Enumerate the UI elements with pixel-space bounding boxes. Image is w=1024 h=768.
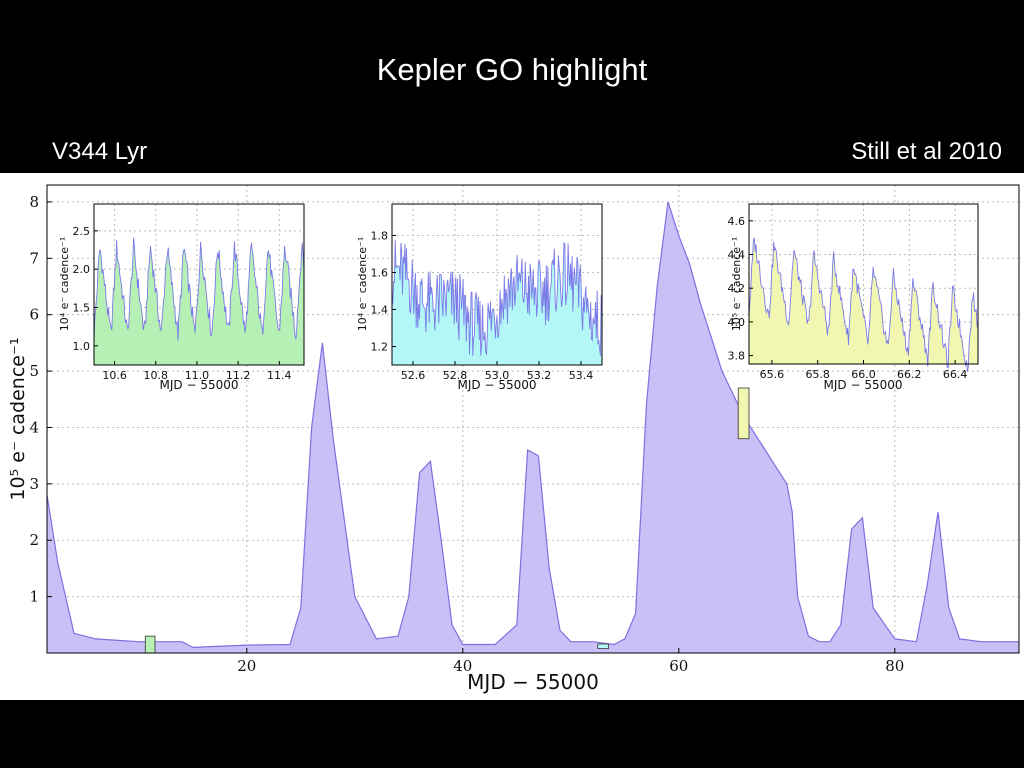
inset-1-frame <box>93 203 305 366</box>
main-y-axis-label: 10⁵ e⁻ cadence⁻¹ <box>7 337 29 500</box>
inset-3-y-axis-label: 10⁵ e⁻ cadence⁻¹ <box>730 237 743 332</box>
highlight-box-2 <box>597 643 609 649</box>
inset1-x-tick-label: 11.2 <box>226 369 251 382</box>
inset1-x-tick-label: 11.0 <box>185 369 210 382</box>
main-light-curve-area <box>47 201 1019 653</box>
main-x-tick-label: 60 <box>669 657 688 675</box>
main-x-tick-label: 40 <box>453 657 472 675</box>
main-y-tick-label: 8 <box>29 193 39 211</box>
inset1-x-tick-label: 10.6 <box>102 369 127 382</box>
inset2-x-tick-label: 53.2 <box>527 369 552 382</box>
inset1-y-tick-label: 2.0 <box>73 263 91 276</box>
inset-2-y-ticks: 1.2 1.4 1.6 1.8 <box>371 229 396 353</box>
inset-3-light-curve-area <box>749 237 978 372</box>
inset-plot-1: 10.6 10.8 11.0 11.2 11.4 1.0 1.5 2.0 2.5 MJD − … <box>58 203 305 392</box>
inset3-y-tick-label: 4.2 <box>728 282 746 295</box>
inset-1-x-ticks: 10.6 10.8 11.0 11.2 11.4 <box>102 361 292 382</box>
inset2-y-tick-label: 1.8 <box>371 229 389 242</box>
inset-2-x-ticks: 52.6 52.8 53.0 53.2 53.4 <box>401 361 594 382</box>
inset1-y-tick-label: 2.5 <box>73 225 91 238</box>
main-light-curve-line <box>46 201 1019 649</box>
main-y-tick-label: 6 <box>29 306 39 324</box>
inset3-y-tick-label: 4.4 <box>728 249 746 262</box>
main-y-tick-label: 2 <box>29 531 39 549</box>
inset-2-x-axis-label: MJD − 55000 <box>458 378 537 392</box>
inset3-y-tick-label: 4.6 <box>728 215 746 228</box>
inset2-y-tick-label: 1.6 <box>371 266 389 279</box>
inset-2-y-axis-label: 10⁴ e⁻ cadence⁻¹ <box>356 237 369 332</box>
inset2-x-tick-label: 53.4 <box>569 369 594 382</box>
slide-title: Kepler GO highlight <box>376 52 648 87</box>
inset-3-x-axis-label: MJD − 55000 <box>824 378 903 392</box>
inset-2-light-curve-area <box>392 239 602 365</box>
main-x-tick-label: 80 <box>885 657 904 675</box>
inset-1-light-curve-area <box>94 237 304 365</box>
inset-3-light-curve-line <box>748 237 979 372</box>
main-y-tick-label: 7 <box>29 249 39 267</box>
inset-2-light-curve-line <box>391 239 603 356</box>
main-y-tick-label: 3 <box>29 475 39 493</box>
main-x-ticks: 20 40 60 80 <box>237 648 904 675</box>
inset-1-y-axis-label: 10⁴ e⁻ cadence⁻¹ <box>58 237 71 332</box>
inset-plot-3: 65.6 65.8 66.0 66.2 66.4 3.8 4.0 4.2 4.4 4.6 MJD… <box>728 203 979 392</box>
inset3-x-tick-label: 66.4 <box>943 368 968 381</box>
inset3-y-tick-label: 4.0 <box>728 316 746 329</box>
inset3-x-tick-label: 65.6 <box>760 368 785 381</box>
inset-3-x-ticks: 65.6 65.8 66.0 66.2 66.4 <box>760 360 968 381</box>
inset2-y-tick-label: 1.2 <box>371 340 389 353</box>
inset2-x-tick-label: 52.6 <box>401 369 426 382</box>
inset-1-x-axis-label: MJD − 55000 <box>160 378 239 392</box>
inset3-x-tick-label: 66.0 <box>851 368 876 381</box>
inset-3-y-ticks: 3.8 4.0 4.2 4.4 4.6 <box>728 215 753 363</box>
highlight-box-1 <box>144 635 156 654</box>
inset3-y-tick-label: 3.8 <box>728 350 746 363</box>
inset2-y-tick-label: 1.4 <box>371 303 389 316</box>
main-x-tick-label: 20 <box>237 657 256 675</box>
inset3-x-tick-label: 65.8 <box>805 368 830 381</box>
highlight-box-3 <box>737 387 750 440</box>
light-curve-figure: 20 40 60 80 1 2 3 4 5 6 7 8 MJD − 55000 10⁵ e⁻ cad… <box>0 173 1024 700</box>
inset1-y-tick-label: 1.5 <box>73 302 91 315</box>
main-y-tick-label: 4 <box>29 418 39 436</box>
main-y-tick-label: 1 <box>29 588 39 606</box>
main-y-tick-label: 5 <box>29 362 39 380</box>
main-x-axis-label: MJD − 55000 <box>467 670 599 694</box>
citation-label: Still et al 2010 <box>851 138 1002 165</box>
star-name-label: V344 Lyr <box>52 138 148 165</box>
inset1-y-tick-label: 1.0 <box>73 340 91 353</box>
inset2-x-tick-label: 53.0 <box>485 369 510 382</box>
main-highlight-boxes <box>144 387 750 654</box>
main-plot-frame <box>46 184 1020 654</box>
light-curve-svg: 20 40 60 80 1 2 3 4 5 6 7 8 MJD − 55000 10⁵ e⁻ cad… <box>7 184 1020 694</box>
inset1-x-tick-label: 11.4 <box>267 369 292 382</box>
inset-plot-2: 52.6 52.8 53.0 53.2 53.4 1.2 1.4 1.6 1.8 MJD − … <box>356 203 603 392</box>
inset3-x-tick-label: 66.2 <box>897 368 922 381</box>
inset-1-y-ticks: 1.0 1.5 2.0 2.5 <box>73 225 98 353</box>
inset2-x-tick-label: 52.8 <box>443 369 468 382</box>
inset-1-light-curve-line <box>93 237 305 342</box>
main-y-ticks: 1 2 3 4 5 6 7 8 <box>29 193 52 606</box>
inset1-x-tick-label: 10.8 <box>144 369 169 382</box>
